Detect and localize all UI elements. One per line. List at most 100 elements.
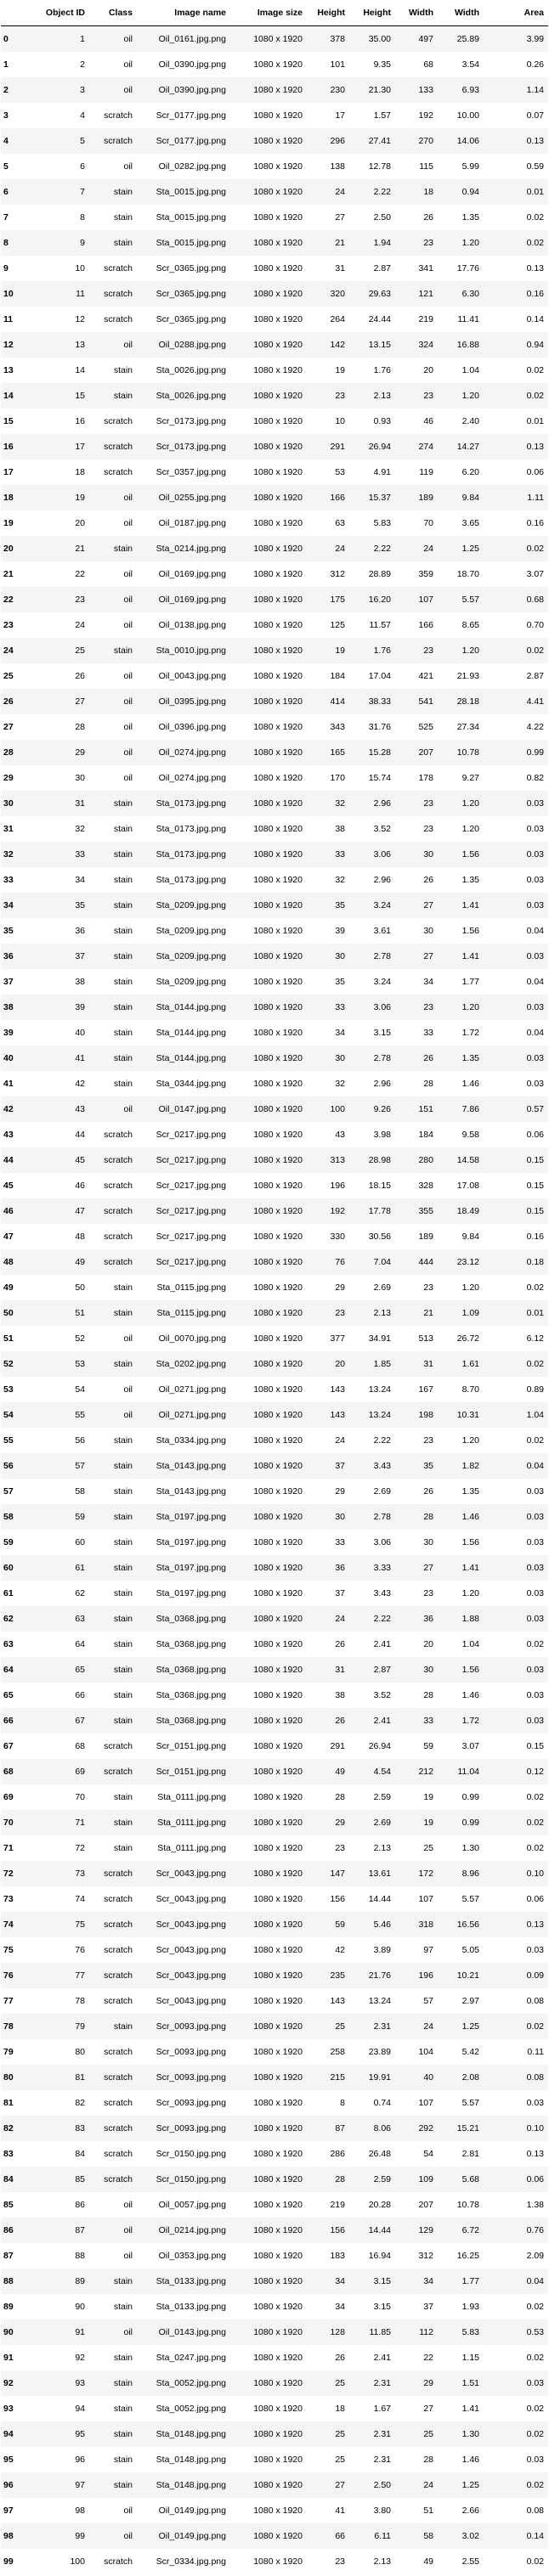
area-cell: 0.01: [526, 416, 544, 426]
image-name-cell: Sta_0115.jpg.png: [137, 1300, 230, 1326]
table-row: 43 44 scratch Scr_0217.jpg.png 1080 x 1920 43…: [1, 1122, 548, 1147]
height-px-cell: 286: [330, 2149, 345, 2159]
table-row: 48 49 scratch Scr_0217.jpg.png 1080 x 1920 76…: [1, 1249, 548, 1275]
height-pct-cell: 2.41: [373, 1639, 391, 1649]
width-px-cell: 167: [418, 1384, 433, 1395]
height-pct-cell: 16.20: [349, 587, 395, 612]
image-size-cell: 1080 x 1920: [253, 365, 303, 375]
height-px-cell: 21: [307, 230, 349, 256]
image-name-cell: Oil_0395.jpg.png: [137, 689, 230, 714]
table-row: 97 98 oil Oil_0149.jpg.png 1080 x 1920 41 3.80…: [1, 2498, 548, 2523]
image-size-cell: 1080 x 1920: [253, 2455, 303, 2465]
image-name-cell: Sta_0144.jpg.png: [137, 1046, 230, 1071]
area-cell: 0.04: [484, 1453, 548, 1479]
object-id-cell: 8: [80, 212, 85, 223]
image-size-cell: 1080 x 1920: [230, 2320, 307, 2345]
height-px-cell: 37: [307, 1453, 349, 1479]
area-cell: 0.04: [526, 926, 544, 936]
table-row: 78 79 stain Scr_0093.jpg.png 1080 x 1920 25 2.…: [1, 2014, 548, 2039]
height-px-cell: 35: [335, 977, 345, 987]
image-size-cell: 1080 x 1920: [253, 1690, 303, 1700]
height-px-cell: 25: [335, 2455, 345, 2465]
class-cell: scratch: [104, 1945, 133, 1955]
object-id-cell: 15: [31, 383, 89, 409]
area-cell: 0.07: [526, 110, 544, 121]
width-px-cell: 34: [395, 2269, 438, 2294]
height-px-cell: 32: [335, 1079, 345, 1089]
width-pct-cell: 5.57: [438, 587, 484, 612]
table-row: 35 36 stain Sta_0209.jpg.png 1080 x 1920 39 3.…: [1, 918, 548, 944]
class-cell: stain: [89, 995, 137, 1020]
image-name-cell: Scr_0093.jpg.png: [156, 2098, 226, 2108]
width-px-cell: 196: [395, 1963, 438, 1988]
row-index: 89: [3, 2302, 14, 2312]
image-name-cell: Scr_0365.jpg.png: [156, 263, 226, 273]
image-size-cell: 1080 x 1920: [230, 2167, 307, 2192]
width-px-cell: 189: [418, 1232, 433, 1242]
width-px-cell: 97: [423, 1945, 433, 1955]
width-px-cell: 26: [423, 1486, 433, 1497]
object-id-cell: 95: [31, 2421, 89, 2447]
width-px-cell: 40: [395, 2065, 438, 2090]
width-pct-cell: 1.20: [461, 1282, 479, 1293]
width-pct-cell: 18.49: [438, 1198, 484, 1224]
height-px-header: Height: [307, 0, 349, 26]
image-name-cell: Oil_0274.jpg.png: [158, 773, 226, 783]
width-pct-cell: 1.35: [461, 212, 479, 223]
image-size-cell: 1080 x 1920: [253, 467, 303, 477]
area-cell: 0.18: [484, 1249, 548, 1275]
class-cell: oil: [123, 773, 133, 783]
height-px-cell: 215: [307, 2065, 349, 2090]
area-cell: 0.02: [484, 2421, 548, 2447]
width-px-cell: 58: [395, 2523, 438, 2549]
row-index: 66: [1, 1708, 31, 1733]
image-name-cell: Oil_0143.jpg.png: [137, 2320, 230, 2345]
image-size-cell: 1080 x 1920: [253, 1588, 303, 1598]
width-px-cell: 33: [423, 1028, 433, 1038]
class-cell: stain: [113, 926, 133, 936]
height-px-cell: 24: [307, 179, 349, 205]
area-cell: 0.06: [526, 1894, 544, 1904]
image-name-cell: Sta_0209.jpg.png: [156, 926, 226, 936]
width-px-cell: 25: [423, 1843, 433, 1853]
table-row: 27 28 oil Oil_0396.jpg.png 1080 x 1920 343 31.…: [1, 714, 548, 740]
height-pct-cell: 9.35: [373, 59, 391, 70]
width-pct-cell: 1.77: [438, 2269, 484, 2294]
row-index: 34: [1, 893, 31, 918]
height-pct-cell: 35.00: [349, 25, 395, 52]
table-row: 53 54 oil Oil_0271.jpg.png 1080 x 1920 143 13.…: [1, 1377, 548, 1402]
object-id-cell: 70: [75, 1792, 85, 1802]
width-pct-cell: 10.21: [438, 1963, 484, 1988]
height-pct-cell: 2.96: [349, 791, 395, 816]
image-size-cell: 1080 x 1920: [230, 1963, 307, 1988]
width-px-cell: 26: [423, 212, 433, 223]
height-pct-cell: 1.85: [349, 1351, 395, 1377]
width-px-cell: 23: [423, 1435, 433, 1446]
row-index: 97: [3, 2506, 14, 2516]
area-cell: 0.13: [526, 2149, 544, 2159]
image-size-cell: 1080 x 1920: [230, 536, 307, 561]
width-pct-cell: 1.88: [438, 1606, 484, 1632]
class-cell: stain: [113, 1690, 133, 1700]
image-name-cell: Oil_0214.jpg.png: [137, 2218, 230, 2243]
height-px-cell: 35: [307, 893, 349, 918]
height-px-cell: 156: [307, 2218, 349, 2243]
image-name-cell: Oil_0147.jpg.png: [137, 1096, 230, 1122]
image-name-cell: Sta_0334.jpg.png: [156, 1435, 226, 1446]
row-index: 36: [1, 944, 31, 969]
image-name-cell: Oil_0288.jpg.png: [137, 332, 230, 358]
class-cell: stain: [89, 383, 137, 409]
width-pct-cell: 1.35: [461, 875, 479, 885]
height-px-cell: 28: [307, 2167, 349, 2192]
height-px-cell: 29: [307, 1810, 349, 1835]
area-cell: 0.03: [484, 1504, 548, 1530]
image-size-cell: 1080 x 1920: [230, 893, 307, 918]
area-cell: 0.03: [484, 995, 548, 1020]
image-name-cell: Sta_0247.jpg.png: [156, 2353, 226, 2363]
height-px-cell: 59: [307, 1912, 349, 1937]
image-size-cell: 1080 x 1920: [253, 2404, 303, 2414]
area-cell: 0.01: [484, 179, 548, 205]
width-px-cell: 280: [395, 1147, 438, 1173]
width-px-cell: 355: [395, 1198, 438, 1224]
height-pct-cell: 38.33: [349, 689, 395, 714]
